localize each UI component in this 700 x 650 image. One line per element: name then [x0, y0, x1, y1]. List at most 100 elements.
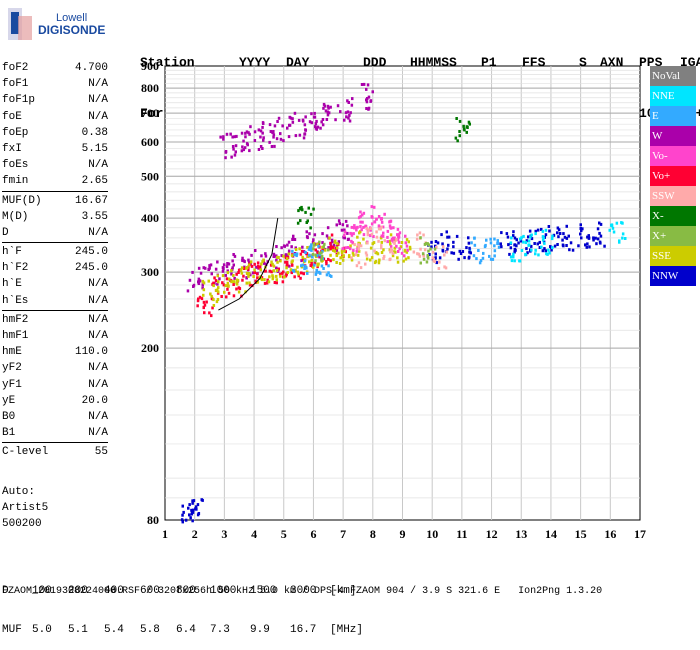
echo-point [378, 225, 381, 229]
echo-point [357, 216, 361, 220]
echo-point [455, 234, 459, 238]
muf-value: 5.8 [140, 624, 160, 636]
echo-point [200, 297, 204, 301]
echo-point [201, 279, 205, 283]
echo-point [359, 266, 363, 270]
echo-point [353, 224, 356, 228]
echo-point [524, 241, 528, 245]
param-value: 2.65 [81, 175, 108, 188]
echo-point [580, 229, 583, 233]
echo-point [393, 250, 396, 254]
echo-point [256, 264, 260, 268]
param-name: h`F2 [2, 262, 29, 275]
echo-point [292, 234, 295, 238]
echo-point [404, 234, 407, 238]
echo-point [256, 280, 260, 284]
echo-point [233, 254, 237, 258]
echo-point [400, 241, 404, 244]
param-name: foEs [2, 159, 29, 172]
echo-point [216, 288, 219, 292]
echo-point [353, 243, 356, 247]
echo-point [270, 260, 273, 264]
echo-point [402, 259, 405, 263]
echo-point [496, 239, 499, 243]
x-tick-label: 10 [426, 527, 438, 541]
echo-point [288, 115, 291, 119]
echo-point [376, 252, 380, 256]
echo-point [350, 225, 354, 229]
echo-point [359, 224, 362, 228]
echo-point [281, 124, 284, 128]
echo-point [512, 230, 515, 234]
echo-point [526, 251, 529, 255]
echo-point [500, 245, 503, 249]
echo-point [386, 235, 389, 239]
param-value: N/A [88, 427, 108, 440]
echo-point [389, 250, 392, 254]
echo-point [391, 237, 395, 241]
param-name: hmF1 [2, 330, 29, 342]
echo-point [404, 257, 408, 261]
echo-point [518, 259, 521, 263]
legend-item-sse: SSE [650, 246, 696, 266]
distance-value: [km] [330, 585, 357, 597]
echo-point [454, 136, 458, 140]
echo-point [308, 248, 312, 252]
echo-point [235, 272, 238, 276]
echo-point [365, 107, 368, 110]
echo-point [351, 97, 354, 101]
echo-point [316, 253, 319, 257]
echo-point [374, 251, 377, 254]
trace-w [219, 97, 354, 160]
echo-point [365, 226, 368, 230]
echo-point [556, 243, 559, 246]
param-row: hmE 110.0 [2, 344, 108, 360]
echo-point [371, 90, 374, 94]
echo-point [210, 272, 213, 276]
echo-point [313, 111, 316, 115]
echo-point [196, 304, 199, 308]
echo-point [608, 228, 611, 232]
echo-point [599, 234, 603, 238]
param-value: 110.0 [74, 346, 108, 359]
echo-point [568, 248, 571, 252]
echo-point [313, 261, 317, 265]
echo-point [513, 250, 516, 254]
echo-point [373, 249, 376, 253]
echo-point [517, 241, 520, 245]
echo-point [380, 244, 383, 248]
echo-point [217, 290, 220, 294]
echo-point [393, 240, 396, 244]
echo-point [418, 254, 422, 258]
echo-point [273, 124, 277, 128]
param-name: foF2 [2, 62, 29, 74]
echo-point [291, 120, 295, 124]
echo-point [399, 245, 403, 249]
x-tick-label: 14 [545, 527, 557, 541]
param-value: N/A [88, 378, 108, 391]
echo-point [364, 224, 367, 228]
echo-point [565, 224, 568, 228]
echo-point [316, 125, 320, 129]
echo-point [346, 99, 349, 103]
echo-point [276, 260, 279, 264]
trace-x [296, 117, 471, 230]
echo-point [296, 265, 299, 269]
echo-point [325, 234, 329, 238]
echo-point [364, 262, 367, 266]
echo-point [277, 267, 280, 271]
echo-point [425, 260, 429, 264]
echo-point [318, 253, 322, 257]
echo-point [255, 272, 259, 276]
param-value: 0.38 [81, 126, 108, 139]
parameter-panel: foF2 4.700 foF1 N/A foF1p N/A foE N/A foEp 0.38 fx… [2, 60, 108, 461]
echo-point [191, 499, 194, 503]
echo-point [389, 242, 392, 246]
param-row: MUF(D) 16.67 [2, 193, 108, 209]
echo-point [285, 260, 289, 264]
echo-point [214, 279, 218, 283]
echo-point [227, 262, 231, 266]
echo-point [252, 275, 255, 278]
echo-point [624, 237, 627, 240]
echo-point [428, 253, 431, 256]
